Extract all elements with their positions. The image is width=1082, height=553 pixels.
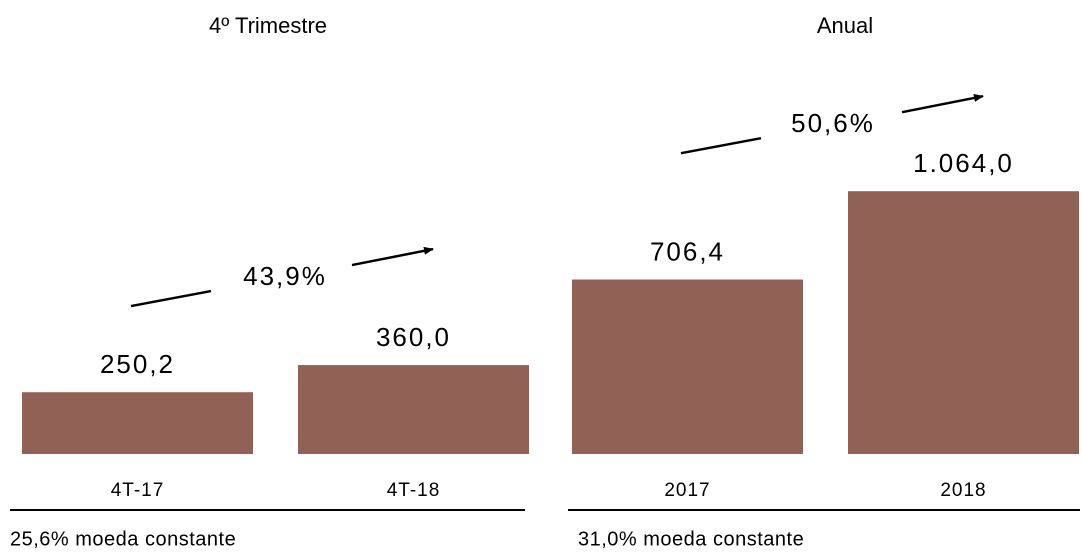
x-tick-label: 2017 [664, 480, 710, 501]
value-label: 250,2 [100, 349, 175, 379]
chart-title: Anual [817, 13, 873, 38]
value-label: 706,4 [650, 236, 725, 266]
footnote: 31,0% moeda constante [578, 528, 804, 550]
growth-annotation: 43,9% [243, 261, 327, 291]
bar [848, 191, 1079, 454]
x-tick-label: 2018 [940, 480, 986, 501]
arrow-line [680, 136, 762, 155]
value-label: 1.064,0 [913, 148, 1014, 178]
arrow-line [351, 246, 434, 267]
growth-annotation: 50,6% [791, 108, 875, 138]
arrow-line [130, 289, 212, 308]
bar [298, 365, 529, 454]
x-tick-label: 4T-18 [387, 480, 441, 501]
footnote: 25,6% moeda constante [10, 528, 236, 550]
arrow-line [901, 94, 984, 114]
x-tick-label: 4T-17 [111, 480, 165, 501]
value-label: 360,0 [376, 322, 451, 352]
chart-title: 4º Trimestre [209, 13, 327, 38]
bar [22, 392, 253, 454]
bar [572, 279, 803, 454]
